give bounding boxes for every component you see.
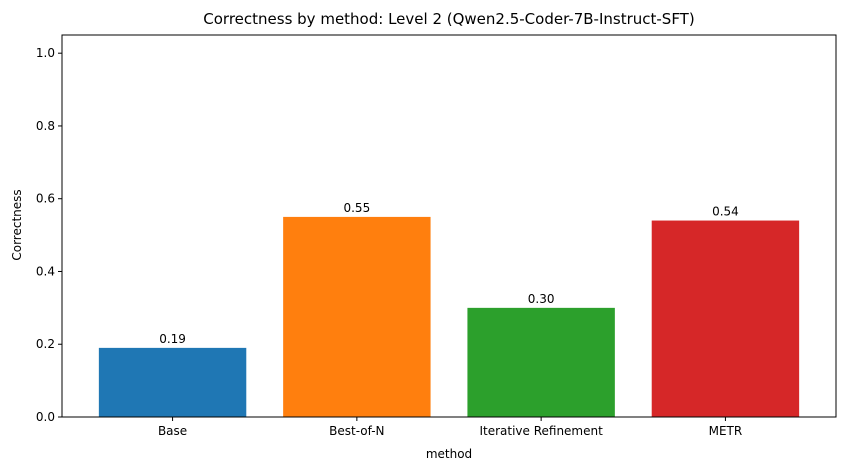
x-axis-label: method bbox=[426, 447, 472, 461]
chart-title: Correctness by method: Level 2 (Qwen2.5-… bbox=[203, 10, 694, 28]
data-labels-layer: 0.19 0.55 0.30 0.54 bbox=[159, 201, 739, 346]
data-label: 0.55 bbox=[343, 201, 370, 215]
y-tick-label: 0.4 bbox=[36, 264, 55, 278]
plot-frame bbox=[61, 34, 837, 418]
y-axis-ticks: 0.0 0.2 0.4 0.6 0.8 1.0 bbox=[36, 46, 62, 424]
bar-best-of-n bbox=[283, 216, 431, 417]
bar-iterative-refinement bbox=[467, 307, 615, 417]
bar-metr bbox=[651, 220, 800, 417]
bars-layer bbox=[98, 216, 800, 417]
data-label: 0.54 bbox=[712, 205, 739, 219]
x-tick-label: Base bbox=[158, 424, 187, 438]
bar-base bbox=[98, 347, 247, 417]
y-tick-label: 0.2 bbox=[36, 337, 55, 351]
y-axis-label: Correctness bbox=[10, 189, 24, 260]
x-tick-label: Best-of-N bbox=[329, 424, 384, 438]
y-tick-label: 0.6 bbox=[36, 192, 55, 206]
y-tick-label: 0.8 bbox=[36, 119, 55, 133]
y-tick-label: 0.0 bbox=[36, 410, 55, 424]
data-label: 0.30 bbox=[528, 292, 555, 306]
x-tick-label: Iterative Refinement bbox=[479, 424, 603, 438]
x-tick-label: METR bbox=[709, 424, 743, 438]
data-label: 0.19 bbox=[159, 332, 186, 346]
x-axis-ticks: Base Best-of-N Iterative Refinement METR bbox=[158, 417, 742, 438]
y-tick-label: 1.0 bbox=[36, 46, 55, 60]
